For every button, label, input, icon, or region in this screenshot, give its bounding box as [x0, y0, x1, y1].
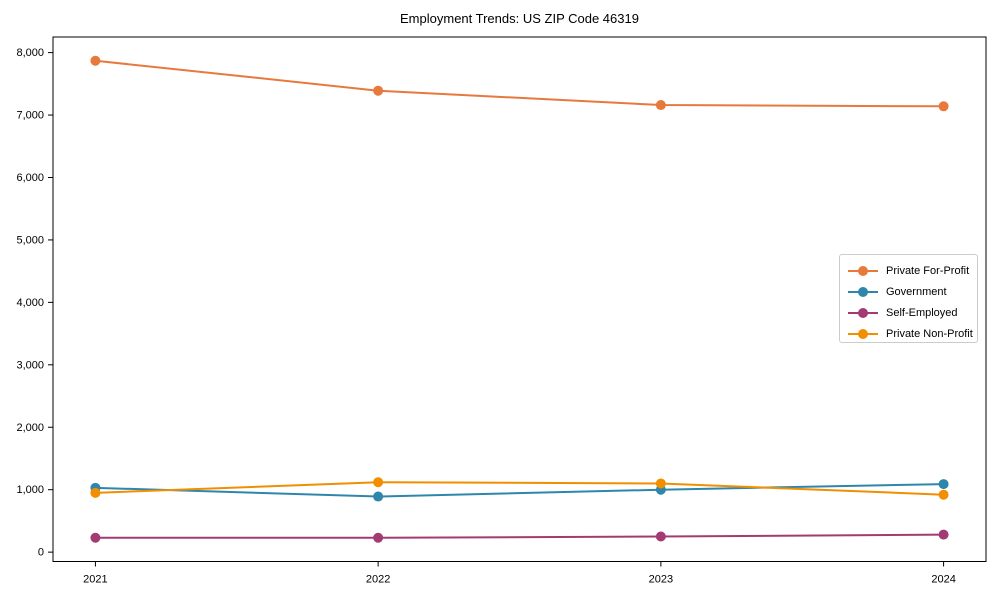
data-point-marker [938, 101, 949, 112]
legend-item-label: Self-Employed [886, 306, 958, 319]
data-point-marker [938, 529, 949, 540]
data-point-marker [655, 100, 666, 111]
y-tick-label: 5,000 [16, 234, 44, 246]
axes-layer: 0 1,000 2,000 3,000 4,000 5,000 6,000 7,000 8,00… [16, 36, 987, 586]
data-point-marker [373, 477, 384, 488]
y-tick-label: 3,000 [16, 359, 44, 371]
chart-title: Employment Trends: US ZIP Code 46319 [400, 11, 639, 26]
data-point-marker [373, 532, 384, 543]
legend-series-marker-icon [848, 328, 878, 339]
y-tick-label: 8,000 [16, 47, 44, 59]
y-tick-label: 6,000 [16, 172, 44, 184]
legend-item: Self-Employed [848, 302, 973, 323]
legend-item: Private For-Profit [848, 260, 973, 281]
legend-series-marker-icon [848, 265, 878, 276]
series-line [94, 481, 945, 496]
legend-dot-icon [858, 286, 868, 297]
legend-item-label: Private For-Profit [886, 264, 970, 277]
data-point-marker [655, 531, 666, 542]
legend-item-label: Government [886, 285, 947, 298]
plot-frame [52, 36, 987, 562]
legend-series-marker-icon [848, 286, 878, 297]
x-tick-label: 2021 [83, 574, 107, 586]
series-line [94, 59, 945, 108]
legend-dot-icon [858, 307, 868, 318]
series-layer [90, 55, 949, 543]
data-point-marker [90, 487, 101, 498]
y-tick-label: 0 [38, 547, 44, 559]
legend-item: Private Non-Profit [848, 323, 973, 344]
y-tick-label: 4,000 [16, 297, 44, 309]
x-tick-label: 2022 [366, 574, 390, 586]
legend: Private For-Profit Government Self-Employe… [839, 254, 978, 343]
x-tick-label: 2023 [649, 574, 673, 586]
x-tick-label: 2024 [931, 574, 955, 586]
legend-dot-icon [858, 328, 868, 339]
data-point-marker [938, 479, 949, 490]
y-tick-label: 2,000 [16, 422, 44, 434]
legend-item: Government [848, 281, 973, 302]
series-line [94, 483, 945, 498]
legend-series-marker-icon [848, 307, 878, 318]
data-point-marker [373, 491, 384, 502]
data-point-marker [90, 55, 101, 66]
legend-dot-icon [858, 265, 868, 276]
data-point-marker [90, 532, 101, 543]
y-tick-label: 7,000 [16, 110, 44, 122]
data-point-marker [373, 85, 384, 96]
y-tick-label: 1,000 [16, 484, 44, 496]
series-line [94, 533, 945, 539]
data-point-marker [655, 478, 666, 489]
data-point-marker [938, 489, 949, 500]
legend-item-label: Private Non-Profit [886, 327, 973, 340]
